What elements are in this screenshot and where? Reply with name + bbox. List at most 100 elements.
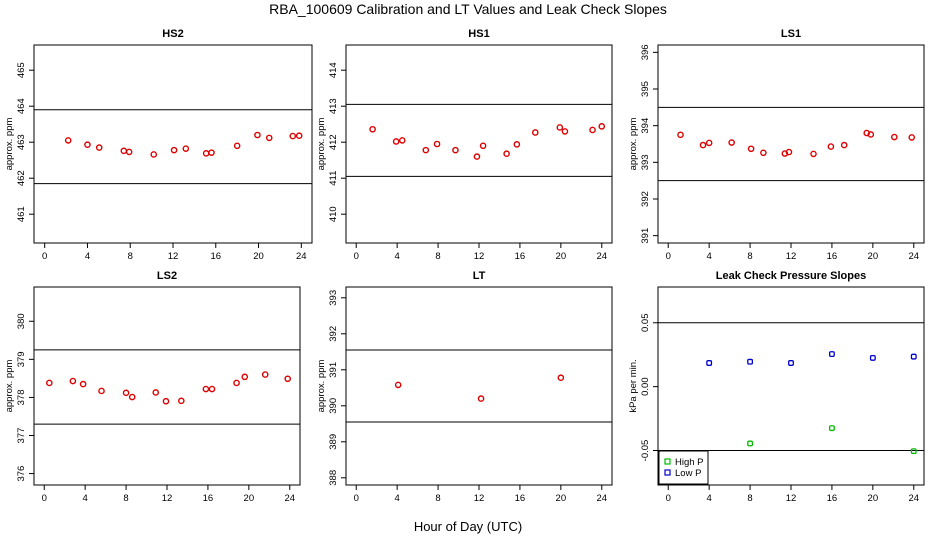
data-point <box>150 151 158 158</box>
data-point <box>261 371 269 378</box>
x-tick-label: 20 <box>868 251 879 262</box>
y-tick-label: 378 <box>16 389 27 405</box>
y-tick-label: 391 <box>640 228 651 244</box>
x-tick-label: 24 <box>596 251 607 262</box>
data-point <box>747 358 754 365</box>
data-point <box>785 148 793 156</box>
x-tick-label: 16 <box>203 493 214 504</box>
y-tick-label: 396 <box>640 44 651 60</box>
data-point <box>473 153 481 160</box>
plot-frame <box>657 44 925 244</box>
data-point <box>747 440 754 447</box>
y-tick-label: 392 <box>640 191 651 207</box>
chart-panel-6: Leak Check Pressure Slopes 0 4 8 12 16 20 24 -0.… <box>628 270 925 504</box>
x-tick-label: 16 <box>827 493 838 504</box>
data-point <box>233 142 241 150</box>
legend-marker <box>664 458 671 465</box>
data-point <box>202 150 210 157</box>
data-point <box>369 125 376 133</box>
x-tick-label: 0 <box>42 251 47 262</box>
data-point <box>128 393 136 401</box>
panel-title: LS1 <box>781 28 801 40</box>
chart-panel-4: LS2 0 4 8 12 16 20 24 376 377 378 379 380 approx. ppm <box>4 270 301 504</box>
x-tick-label: 8 <box>435 493 440 504</box>
y-tick-label: 464 <box>16 98 27 114</box>
x-tick-label: 12 <box>786 251 797 262</box>
panel-title: LS2 <box>157 270 177 282</box>
x-tick-label: 0 <box>354 251 359 262</box>
x-tick-label: 8 <box>435 251 440 262</box>
y-tick-label: 462 <box>16 170 27 186</box>
data-point <box>788 360 794 366</box>
y-tick-label: 465 <box>16 62 27 78</box>
panel-title: Leak Check Pressure Slopes <box>716 270 866 282</box>
y-tick-label: 390 <box>328 398 339 414</box>
y-axis-label: approx. ppm <box>4 360 15 413</box>
data-point <box>760 149 767 157</box>
data-point <box>840 141 848 149</box>
data-point <box>747 145 755 153</box>
data-point <box>392 138 400 145</box>
x-tick-label: 0 <box>42 493 47 504</box>
x-tick-label: 0 <box>666 251 671 262</box>
data-point <box>125 148 133 156</box>
x-tick-label: 16 <box>515 251 526 262</box>
y-tick-label: 395 <box>640 81 651 97</box>
data-point <box>908 134 916 141</box>
data-point <box>152 389 160 396</box>
y-tick-label: 393 <box>328 290 339 306</box>
y-axis-label: approx. ppm <box>316 360 327 413</box>
data-point <box>208 385 216 393</box>
data-point <box>705 139 713 147</box>
panel-title: HS1 <box>468 28 489 40</box>
data-point <box>241 373 249 381</box>
y-axis-label: approx. ppm <box>628 118 639 171</box>
x-tick-label: 8 <box>747 251 752 262</box>
data-point <box>289 132 297 140</box>
plot-frame <box>345 286 613 486</box>
x-tick-label: 24 <box>596 493 607 504</box>
data-point <box>394 381 402 389</box>
y-tick-label: 414 <box>328 62 339 78</box>
x-axis-label: Hour of Day (UTC) <box>414 519 522 534</box>
y-tick-label: 0.00 <box>640 377 651 396</box>
data-point <box>477 395 485 402</box>
data-point <box>827 143 835 150</box>
y-tick-label: 388 <box>328 470 339 486</box>
y-tick-label: 410 <box>328 206 339 222</box>
legend-box <box>658 450 709 485</box>
x-tick-label: 20 <box>253 251 264 262</box>
data-point <box>64 137 72 144</box>
data-point <box>589 126 596 134</box>
legend-label: High P <box>675 457 704 468</box>
data-point <box>46 379 53 387</box>
x-tick-label: 20 <box>244 493 255 504</box>
x-tick-label: 4 <box>85 251 90 262</box>
data-point <box>598 123 606 130</box>
data-point <box>98 387 105 395</box>
data-point <box>422 146 430 154</box>
y-tick-label: 377 <box>16 428 27 444</box>
data-point <box>677 131 684 139</box>
x-tick-label: 24 <box>284 493 295 504</box>
data-point <box>891 133 898 141</box>
y-tick-label: 412 <box>328 134 339 150</box>
x-tick-label: 4 <box>707 493 712 504</box>
data-point <box>910 353 917 360</box>
chart-panel-5: LT 0 4 8 12 16 20 24 388 389 390 391 392 393 approx. p… <box>316 270 613 504</box>
data-point <box>503 150 510 158</box>
x-tick-label: 24 <box>908 251 919 262</box>
plot-frame <box>33 286 301 486</box>
figure-title: RBA_100609 Calibration and LT Values and… <box>269 1 667 17</box>
y-tick-label: 413 <box>328 98 339 114</box>
x-tick-label: 20 <box>556 251 567 262</box>
x-tick-label: 4 <box>83 493 88 504</box>
chart-panel-1: HS2 0 4 8 12 16 20 24 461 462 463 464 465 approx. ppm <box>4 28 313 262</box>
data-point <box>706 360 713 366</box>
data-point <box>265 134 273 142</box>
x-tick-label: 4 <box>707 251 712 262</box>
y-axis-label: approx. ppm <box>316 118 327 171</box>
data-point <box>556 124 564 131</box>
x-tick-label: 24 <box>296 251 307 262</box>
